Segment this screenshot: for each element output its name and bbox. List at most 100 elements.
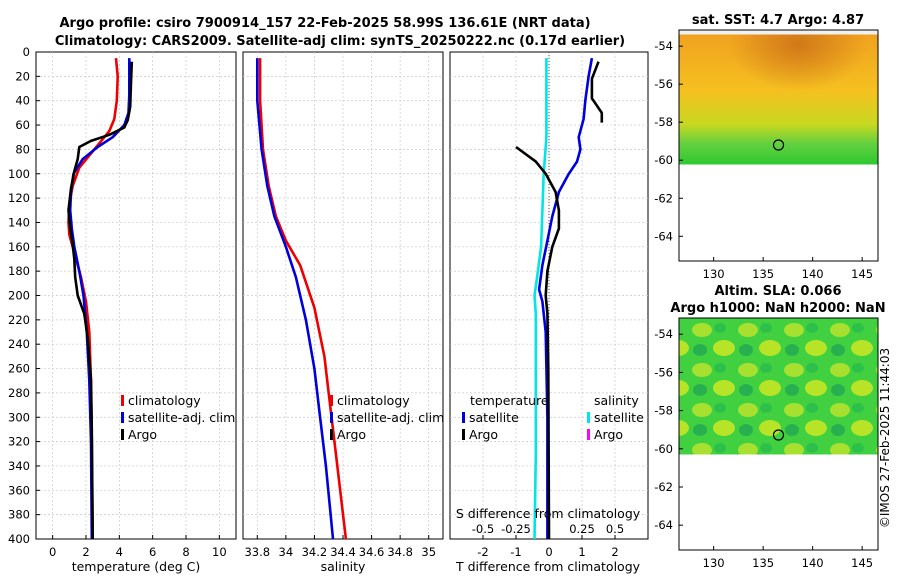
x-tick-label: 8 — [182, 545, 189, 559]
x-tick-label: 34.8 — [387, 545, 413, 559]
sst-lon-tick-label: 135 — [752, 267, 774, 281]
sla-lon-tick-label: 135 — [752, 556, 774, 570]
legend-label-argo: Argo — [128, 427, 157, 442]
legend-label-satellite: satellite-adj. clim — [337, 410, 444, 425]
depth-tick-label: 380 — [8, 508, 30, 522]
legend-label-climatology: climatology — [337, 393, 410, 408]
x-tick-label: 4 — [116, 545, 123, 559]
x-tick-label: -2 — [477, 545, 488, 559]
legend-swatch-satellite — [330, 412, 333, 423]
x-tick-label: -1 — [510, 545, 521, 559]
sla-lat-tick-label: -56 — [654, 365, 673, 379]
sla-field — [679, 318, 878, 455]
x-tick-label: 34 — [279, 545, 294, 559]
depth-tick-label: 400 — [8, 532, 30, 546]
legend-swatch-argo — [330, 429, 333, 440]
series-line-t-argo — [515, 145, 561, 540]
depth-tick-label: 240 — [8, 337, 30, 351]
depth-tick-label: 340 — [8, 459, 30, 473]
sst-lon-tick-label: 130 — [703, 267, 725, 281]
sst-lat-tick-label: -58 — [654, 115, 673, 129]
depth-tick-label: 160 — [8, 240, 30, 254]
depth-tick-label: 100 — [8, 167, 30, 181]
depth-tick-label: 260 — [8, 362, 30, 376]
legend-swatch-argo — [121, 429, 124, 440]
legend-title-temperature: temperature — [470, 393, 549, 408]
figure-title-line1: Argo profile: csiro 7900914_157 22-Feb-2… — [59, 16, 590, 31]
sla-lat-tick-label: -64 — [654, 518, 673, 532]
series-line-argo — [67, 61, 134, 540]
sst-longitude-axis: 130 135 140 145 — [703, 257, 873, 281]
sst-map-title: sat. SST: 4.7 Argo: 4.87 — [692, 13, 864, 28]
t-difference-axis-label: T difference from climatology — [455, 559, 641, 574]
legend-swatch-satellite — [121, 412, 124, 423]
depth-tick-label: 320 — [8, 435, 30, 449]
depth-tick-label: 300 — [8, 410, 30, 424]
temperature-axis: 0 2 4 6 8 10 — [49, 535, 227, 559]
legend-label-satellite: satellite-adj. clim — [128, 410, 235, 425]
legend-label-s-argo: Argo — [594, 427, 623, 442]
legend-swatch-s-satellite — [587, 412, 590, 423]
legend-swatch-t-satellite — [462, 412, 465, 423]
x-tick-label: 2 — [611, 545, 618, 559]
sst-lon-tick-label: 145 — [851, 267, 873, 281]
depth-tick-label: 0 — [23, 45, 30, 59]
x-tick-label: 2 — [82, 545, 89, 559]
s-diff-tick-label: 0.25 — [569, 522, 595, 536]
sst-missing-strip — [679, 30, 878, 35]
x-tick-label: 0 — [49, 545, 56, 559]
figure-title-line2: Climatology: CARS2009. Satellite-adj cli… — [55, 34, 625, 49]
depth-tick-label: 40 — [15, 94, 30, 108]
legend-swatch-climatology — [330, 395, 333, 406]
depth-tick-label: 180 — [8, 264, 30, 278]
x-tick-label: 34.6 — [359, 545, 385, 559]
s-difference-axis: -0.5 -0.25 0.25 0.5 — [472, 522, 624, 536]
series-line-t-satellite — [537, 57, 594, 539]
sst-lat-tick-label: -64 — [654, 229, 673, 243]
x-tick-label: 1 — [578, 545, 585, 559]
x-tick-label: 10 — [212, 545, 227, 559]
series-line-s-satellite — [533, 58, 548, 540]
depth-tick-label: 60 — [15, 118, 30, 132]
depth-tick-label: 80 — [15, 142, 30, 156]
sst-lat-tick-label: -60 — [654, 153, 673, 167]
salinity-legend: climatology satellite-adj. clim Argo — [330, 393, 444, 442]
imos-timestamp-label: ©IMOS 27-Feb-2025 11:44:03 — [878, 348, 892, 528]
sst-warm-patch — [679, 30, 878, 165]
legend-label-t-satellite: satellite — [469, 410, 519, 425]
s-diff-tick-label: -0.25 — [501, 522, 531, 536]
series-line-satellite-adj-clim — [255, 58, 335, 540]
t-difference-axis: -2 -1 0 1 2 — [477, 535, 619, 559]
legend-title-salinity: salinity — [594, 393, 639, 408]
x-tick-label: 6 — [149, 545, 156, 559]
x-tick-label: 35 — [421, 545, 436, 559]
sst-lon-tick-label: 140 — [802, 267, 824, 281]
s-diff-tick-label: -0.5 — [472, 522, 494, 536]
sst-map — [678, 29, 879, 262]
salinity-axis: 33.8 34 34.2 34.4 34.6 34.8 35 — [244, 535, 436, 559]
sst-lat-tick-label: -62 — [654, 191, 673, 205]
legend-label-argo: Argo — [337, 427, 366, 442]
sla-lon-tick-label: 140 — [802, 556, 824, 570]
sla-lat-tick-label: -58 — [654, 404, 673, 418]
temperature-axis-label: temperature (deg C) — [72, 559, 201, 574]
legend-label-s-satellite: satellite — [594, 410, 644, 425]
depth-tick-label: 220 — [8, 313, 30, 327]
difference-legend: temperature satellite Argo salinity sate… — [462, 393, 644, 442]
sla-lat-tick-label: -62 — [654, 480, 673, 494]
depth-tick-label: 20 — [15, 69, 30, 83]
depth-tick-label: 280 — [8, 386, 30, 400]
legend-swatch-climatology — [121, 395, 124, 406]
depth-tick-label: 360 — [8, 483, 30, 497]
depth-axis: 0 20 40 60 80 100 120 140 160 180 200 220 240 260 280 3… — [8, 45, 40, 546]
sla-lon-tick-label: 130 — [703, 556, 725, 570]
sla-lat-tick-label: -54 — [654, 327, 673, 341]
legend-swatch-s-argo — [587, 429, 590, 440]
sla-lon-tick-label: 145 — [851, 556, 873, 570]
depth-tick-label: 120 — [8, 191, 30, 205]
argo-location-marker — [772, 429, 785, 441]
depth-tick-label: 200 — [8, 289, 30, 303]
s-difference-axis-label: S difference from climatology — [456, 506, 641, 521]
sla-map-subtitle: Argo h1000: NaN h2000: NaN — [670, 301, 885, 316]
